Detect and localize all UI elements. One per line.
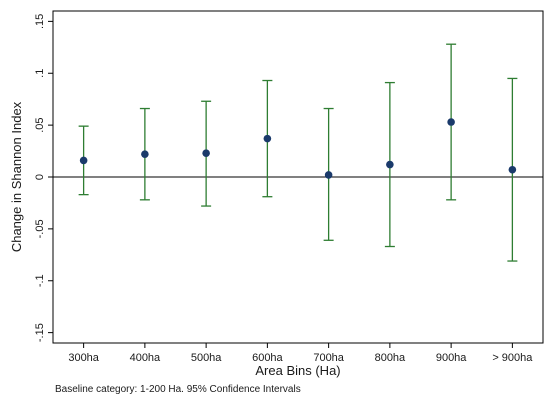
y-tick-label: -.15: [34, 323, 46, 342]
y-tick-label: .15: [34, 14, 46, 29]
point-estimate: [202, 149, 210, 157]
y-axis: -.15 -.1 -.05 0 .05 .1 .15: [34, 14, 53, 342]
point-estimate: [386, 160, 394, 169]
x-tick-label: > 900ha: [492, 352, 533, 364]
point-estimate: [263, 134, 272, 143]
point-estimate: [141, 150, 149, 158]
x-tick-label: 800ha: [375, 352, 406, 364]
y-tick-label: .05: [34, 117, 46, 132]
point-estimate: [508, 165, 517, 174]
y-axis-title: Change in Shannon Index: [9, 101, 24, 252]
y-tick-label: -.1: [34, 274, 46, 287]
x-tick-label: 400ha: [130, 352, 161, 364]
x-tick-label: 700ha: [313, 352, 344, 364]
point-estimate: [447, 118, 455, 126]
point-estimates: [79, 118, 517, 179]
x-axis: 300ha 400ha 500ha 600ha 700ha 800ha 900ha > 900…: [68, 343, 533, 364]
x-tick-label: 600ha: [252, 352, 283, 364]
y-tick-label: -.05: [34, 219, 46, 238]
x-tick-label: 300ha: [68, 352, 99, 364]
point-estimate: [79, 156, 88, 165]
x-tick-label: 900ha: [436, 352, 467, 364]
x-tick-label: 500ha: [191, 352, 222, 364]
x-axis-title: Area Bins (Ha): [255, 363, 340, 378]
y-tick-label: 0: [34, 174, 46, 180]
plot-frame: [52, 10, 544, 344]
point-estimate: [324, 171, 333, 179]
chart-note: Baseline category: 1-200 Ha. 95% Confide…: [55, 384, 301, 395]
y-tick-label: .1: [34, 69, 46, 78]
